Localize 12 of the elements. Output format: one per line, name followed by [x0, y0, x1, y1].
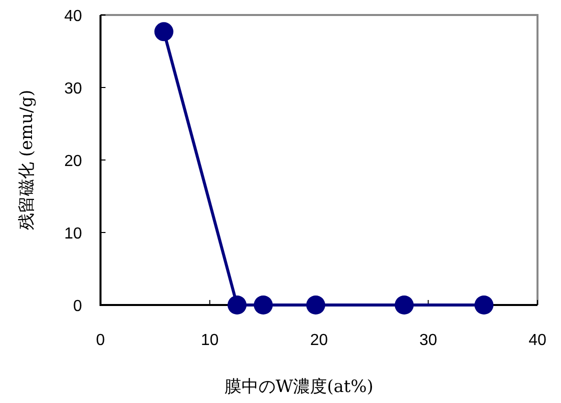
x-tick-label: 20 — [310, 332, 328, 349]
y-tick-label: 10 — [64, 226, 82, 242]
y-tick-label: 40 — [64, 8, 82, 25]
x-tick-label: 10 — [200, 332, 219, 349]
y-tick-label: 30 — [64, 80, 82, 98]
y-axis-title: 残留磁化 (emu/g) — [17, 90, 37, 230]
x-tick-label: 0 — [96, 332, 106, 349]
x-tick-label: 30 — [419, 332, 438, 349]
y-tick-label: 20 — [64, 153, 82, 170]
x-axis-title: 膜中のW濃度(at%) — [224, 377, 374, 397]
y-tick-label: 0 — [73, 298, 82, 315]
x-tick-label: 40 — [528, 332, 546, 349]
